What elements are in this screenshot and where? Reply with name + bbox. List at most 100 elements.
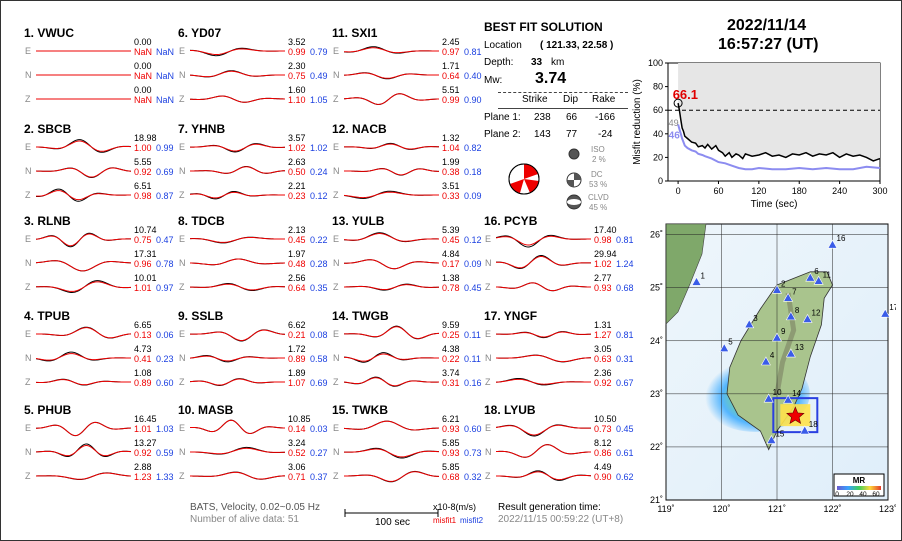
plane1-dip: 66 [566, 112, 578, 123]
misfit1-value: 0.14 [288, 424, 306, 434]
misfit2-value: 0.47 [156, 235, 174, 245]
misfit2-value: 0.69 [156, 167, 174, 177]
synthetic-trace [344, 259, 440, 270]
station-title: 14. TWGB [332, 309, 389, 323]
synthetic-trace [36, 421, 132, 437]
misfit2-value: 0.12 [310, 191, 328, 201]
channel-label: E [25, 329, 32, 339]
misfit2-value: 0.24 [310, 167, 328, 177]
amplitude-value: 1.71 [442, 61, 460, 71]
synthetic-trace [190, 191, 285, 199]
misfit2-value: 0.06 [156, 330, 174, 340]
plane2-label: Plane 2: [484, 129, 521, 140]
waveform-trace [36, 139, 132, 153]
amplitude-value: 5.39 [442, 225, 460, 235]
misfit2-value: 0.99 [156, 143, 174, 153]
waveform-trace [344, 142, 440, 150]
waveform-trace [496, 331, 592, 339]
misfit1-value: NaN [134, 71, 153, 81]
misfit1-value: 0.25 [442, 330, 460, 340]
channel-label: N [333, 70, 340, 80]
observed-trace [36, 232, 131, 248]
misfit2-value: 0.08 [310, 330, 328, 340]
amplitude-value: 10.01 [134, 273, 157, 283]
channel-label: Z [179, 471, 185, 481]
waveform-trace [344, 72, 440, 80]
x-axis-label: Time (sec) [751, 199, 798, 210]
station-id-label: 11 [823, 270, 832, 279]
misfit1-value: 0.89 [288, 354, 306, 364]
waveform-trace [190, 283, 286, 292]
misfit1-value: 0.92 [134, 167, 152, 177]
event-time: 16:57:27 (UT) [718, 36, 819, 53]
waveform-trace [190, 165, 286, 174]
waveform-trace [36, 351, 132, 362]
channel-label: Z [485, 471, 491, 481]
amplitude-value: 18.98 [134, 133, 157, 143]
channel-label: E [25, 46, 32, 56]
mw-value: 3.74 [535, 70, 567, 87]
station-marker [766, 434, 777, 444]
event-date: 2022/11/14 [727, 17, 807, 34]
amplitude-value: 1.72 [288, 344, 306, 354]
synthetic-trace [344, 233, 439, 242]
amplitude-value: 3.57 [288, 133, 306, 143]
station-marker [827, 239, 838, 249]
clvd-label: CLVD [588, 193, 609, 202]
station-id-label: 3 [753, 314, 758, 323]
waveform-trace [344, 283, 440, 291]
waveform-trace [36, 232, 132, 248]
waveform-trace [344, 470, 440, 483]
misfit1-value: 1.07 [288, 378, 306, 388]
col-dip: Dip [563, 94, 579, 105]
misfit2-value: 0.31 [616, 354, 634, 364]
synthetic-trace [190, 48, 285, 56]
misfit2-value: 0.09 [464, 191, 482, 201]
channel-label: Z [179, 377, 185, 387]
waveform-trace [344, 376, 440, 387]
station-marker [760, 356, 771, 366]
station-marker [785, 311, 796, 321]
y-tick-label: 40 [653, 129, 663, 139]
taiwan-island [726, 271, 833, 451]
clvd-ball [566, 194, 582, 210]
misfit1-value: 0.68 [442, 472, 460, 482]
station-marker [813, 275, 824, 285]
channel-label: N [179, 447, 186, 457]
waveform-trace [344, 93, 440, 105]
synthetic-trace [344, 420, 440, 431]
station-map: 119˚ 120˚ 121˚ 122˚ 123˚21˚22˚23˚24˚25˚26˚12… [650, 223, 896, 514]
station-marker [719, 343, 730, 353]
misfit1-value: 0.96 [134, 259, 152, 269]
channel-label: Z [485, 377, 491, 387]
colorbar-box [833, 473, 885, 497]
misfit1-value: 1.27 [594, 330, 612, 340]
x-tick-label: 120 [751, 186, 766, 196]
synthetic-trace [36, 327, 132, 339]
channel-label: E [485, 329, 492, 339]
channel-label: E [333, 329, 340, 339]
misfit1-value: 0.78 [442, 283, 460, 293]
channel-label: Z [333, 94, 339, 104]
waveform-trace [344, 352, 440, 363]
misfit2-value: 0.61 [616, 448, 634, 458]
plane1-label: Plane 1: [484, 112, 521, 123]
waveform-trace [344, 190, 440, 199]
channel-label: Z [25, 94, 31, 104]
y-tick-label: 20 [653, 152, 663, 162]
misfit2-value: 0.68 [616, 283, 634, 293]
amplitude-value: 5.85 [442, 462, 460, 472]
misfit2-value: 0.22 [310, 235, 328, 245]
misfit1-value: 0.89 [134, 378, 152, 388]
waveform-trace [190, 143, 286, 153]
amplitude-value: 2.13 [288, 225, 306, 235]
lon-tick-label: 121˚ [768, 504, 786, 514]
misfit1-value: 0.21 [288, 330, 306, 340]
label-49: 49 [669, 118, 679, 128]
channel-label: N [333, 353, 340, 363]
amplitude-value: 2.88 [134, 462, 152, 472]
misfit1-value: 0.38 [442, 167, 460, 177]
misfit1-legend: misfit1 [433, 516, 457, 525]
misfit1-value: 0.93 [442, 448, 460, 458]
station-marker [802, 313, 813, 323]
